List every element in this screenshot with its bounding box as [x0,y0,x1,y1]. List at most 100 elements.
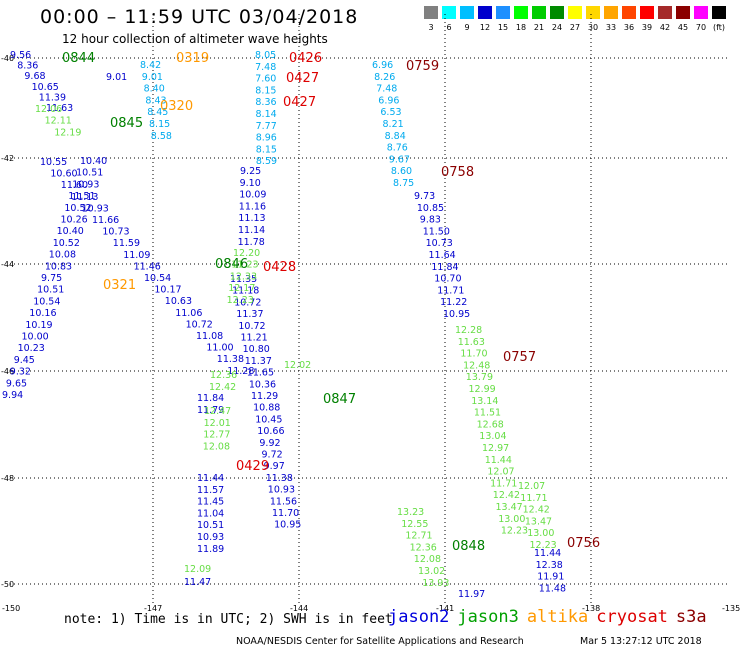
wave-height-value: 9.65 [6,378,27,389]
wave-height-value: 8.59 [256,156,277,167]
color-swatch [676,6,690,19]
wave-height-value: 11.51 [474,408,501,419]
wave-height-value: 10.51 [37,285,64,296]
wave-height-value: 12.19 [54,127,81,138]
wave-height-value: 13.04 [479,431,506,442]
longitude-label: -150 [2,604,20,613]
wave-height-value: 11.29 [251,391,278,402]
wave-height-value: 12.99 [469,384,496,395]
wave-height-value: 11.38 [266,473,293,484]
wave-height-value: 11.78 [238,237,265,248]
wave-height-value: 9.75 [41,273,62,284]
color-swatch [550,6,564,19]
wave-height-value: 10.80 [243,344,270,355]
latitude-label: -42 [1,154,14,163]
wave-height-value: 11.71 [437,285,464,296]
credit-text: NOAA/NESDIS Center for Satellite Applica… [236,636,524,647]
wave-height-value: 12.42 [523,505,550,516]
pass-time-label: 0847 [323,392,356,407]
pass-time-label: 0845 [110,116,143,131]
color-scale-label: 30 [587,23,599,32]
wave-height-value: 12.06 [35,104,62,115]
pass-time-labels: 0844 0319 0426 0759 0427 0427 0320 0845 0758 0846… [62,51,600,554]
wave-height-value: 11.23 [231,260,258,271]
axis-tick-labels: -40 -42 -44 -46 -48 -50 -150 -147 -144 -141 -138 -1… [1,54,740,613]
wave-height-value: 8.45 [147,107,168,118]
color-swatch [586,6,600,19]
wave-height-value: 10.00 [22,332,49,343]
wave-height-value: 10.72 [238,321,265,332]
color-swatch [424,6,438,19]
wave-height-value: 11.70 [272,508,299,519]
wave-height-value: 12.08 [203,441,230,452]
wave-height-value: 10.73 [426,238,453,249]
wave-height-value: 7.48 [255,62,276,73]
wave-height-value: 8.15 [255,85,276,96]
latitude-label: -48 [1,474,14,483]
wave-height-value: 8.14 [256,109,277,120]
wave-height-value: 7.77 [256,121,277,132]
color-scale-label: 27 [569,23,581,32]
wave-height-value: 12.09 [184,564,211,575]
color-scale-label: 3 [428,23,434,32]
wave-height-value: 11.63 [458,337,485,348]
wave-height-value: 11.56 [270,496,297,507]
wave-height-value: 11.64 [429,250,456,261]
wave-height-value: 13.02 [418,566,445,577]
wave-height-value: 11.18 [232,286,259,297]
wave-height-value: 10.08 [49,250,76,261]
wave-height-value: 10.51 [197,520,224,531]
wave-height-value: 10.26 [61,215,88,226]
wave-height-value: 7.48 [376,84,397,95]
wave-height-value: 12.33 [230,271,257,282]
color-swatch [514,6,528,19]
pass-time-label: 0427 [286,71,319,86]
wave-height-value: 12.07 [518,481,545,492]
wave-height-value: 8.58 [151,131,172,142]
wave-height-value: 11.35 [230,274,257,285]
wave-height-value: 12.23 [501,526,528,537]
wave-height-value: 12.01 [204,418,231,429]
longitude-label: -135 [722,604,740,613]
wave-height-value: 11.89 [197,544,224,555]
wave-height-value: 11.50 [423,226,450,237]
wave-height-value: 6.96 [378,95,399,106]
color-scale-label: 24 [551,23,563,32]
color-scale-label: 18 [515,23,527,32]
wave-height-value: 11.22 [440,297,467,308]
pass-time-label: 0426 [289,51,322,66]
latitude-label: -50 [1,580,14,589]
wave-height-value: 6.96 [372,60,393,71]
wave-height-value: 12.38 [536,560,563,571]
wave-height-value: 11.97 [458,589,485,600]
wave-height-value: 11.28 [227,366,254,377]
pass-time-label: 0756 [567,536,600,551]
wave-height-value: 11.71 [520,493,547,504]
wave-height-value: 11.37 [236,309,263,320]
wave-height-value: 8.60 [391,166,412,177]
wave-height-value: 12.36 [410,542,437,553]
color-swatch [658,6,672,19]
wave-height-value: 11.13 [238,213,265,224]
wave-height-value: 11.13 [71,192,98,203]
wave-height-value: 10.88 [253,403,280,414]
wave-height-value: 12.55 [401,519,428,530]
wave-height-value: 11.47 [184,577,211,588]
pass-time-label: 0429 [236,459,269,474]
map-grid [10,14,730,603]
color-scale-label: 6 [446,23,452,32]
wave-height-value: 10.40 [57,226,84,237]
wave-height-value: 11.44 [534,548,561,559]
color-swatch [532,6,546,19]
wave-height-value: 11.79 [197,405,224,416]
wave-height-value: 8.15 [149,119,170,130]
pass-time-label: 0758 [441,165,474,180]
wave-height-value: 13.00 [527,528,554,539]
wave-height-value: 11.44 [485,455,512,466]
wave-height-value: 8.26 [374,72,395,83]
color-swatch [712,6,726,19]
wave-height-value: 13.47 [496,502,523,513]
color-scale-label: 33 [605,23,617,32]
wave-height-value: 12.20 [233,248,260,259]
wave-height-value: 12.23 [227,295,254,306]
